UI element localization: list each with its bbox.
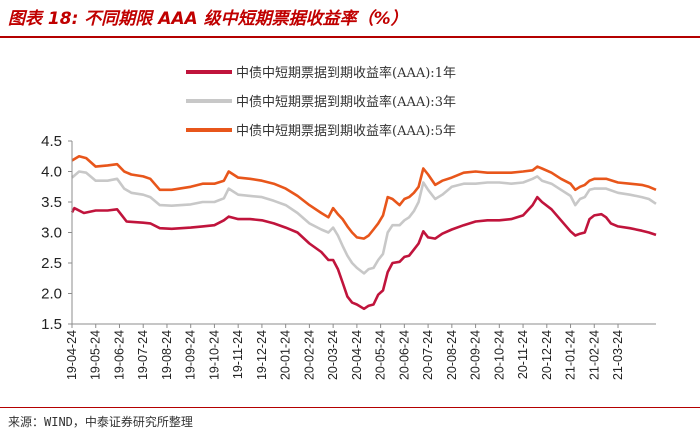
x-tick-label: 19-05-24 (89, 330, 103, 380)
x-tick-label: 20-03-24 (326, 330, 340, 380)
x-tick-label: 20-07-24 (421, 330, 435, 380)
x-tick-label: 19-09-24 (184, 330, 198, 380)
legend-label-2: 中债中短期票据到期收益率(AAA):3年 (236, 94, 456, 110)
y-tick-label: 3.5 (41, 194, 62, 211)
axes: 1.5 2.0 2.5 3.0 3.5 4.0 4.5 19-04-24 19-05-24 19-… (41, 133, 656, 380)
x-tick-label: 20-09-24 (469, 330, 483, 380)
legend-label-3: 中债中短期票据到期收益率(AAA):5年 (236, 123, 456, 139)
series-line-1 (70, 195, 657, 311)
y-tick-label: 1.5 (41, 316, 62, 333)
x-tick-label: 19-07-24 (136, 330, 150, 380)
x-tick-label: 20-05-24 (374, 330, 388, 380)
y-tick-label: 2.0 (41, 286, 62, 303)
x-tick-label: 21-03-24 (611, 330, 625, 380)
series-group (70, 155, 657, 311)
x-tick-label: 21-02-24 (587, 330, 601, 380)
x-tick-label: 20-11-24 (516, 330, 530, 379)
x-tick-label: 20-04-24 (350, 330, 364, 380)
x-tick-label: 20-02-24 (302, 330, 316, 380)
x-tick-label: 21-01-24 (564, 330, 578, 380)
y-tick-label: 4.5 (41, 133, 62, 150)
chart-title: 图表 18: 不同期限 AAA 级中短期票据收益率（%） (8, 9, 408, 29)
x-tick-label: 20-10-24 (492, 330, 506, 380)
x-tick-label: 20-06-24 (397, 330, 411, 380)
x-tick-label: 19-08-24 (160, 330, 174, 380)
x-tick-label: 19-06-24 (112, 330, 126, 380)
y-tick-label: 4.0 (41, 164, 62, 181)
x-tick-label: 20-01-24 (279, 330, 293, 380)
series-line-2 (71, 170, 657, 275)
x-tick-label: 19-12-24 (255, 330, 269, 380)
y-tick-label: 2.5 (41, 255, 62, 272)
x-tick-label: 19-04-24 (65, 330, 79, 380)
legend-label-1: 中债中短期票据到期收益率(AAA):1年 (236, 65, 456, 81)
legend: 中债中短期票据到期收益率(AAA):1年中债中短期票据到期收益率(AAA):3年… (186, 65, 456, 139)
line-chart: 中债中短期票据到期收益率(AAA):1年中债中短期票据到期收益率(AAA):3年… (41, 65, 657, 380)
source-note: 来源：WIND，中泰证券研究所整理 (8, 415, 193, 429)
y-tick-label: 3.0 (41, 225, 62, 242)
source-divider (0, 407, 700, 408)
title-divider (0, 36, 700, 38)
x-tick-label: 19-10-24 (207, 330, 221, 380)
x-tick-label: 20-12-24 (540, 330, 554, 380)
x-tick-label: 19-11-24 (231, 330, 245, 379)
x-tick-label: 20-08-24 (445, 330, 459, 380)
series-line-3 (71, 155, 657, 240)
